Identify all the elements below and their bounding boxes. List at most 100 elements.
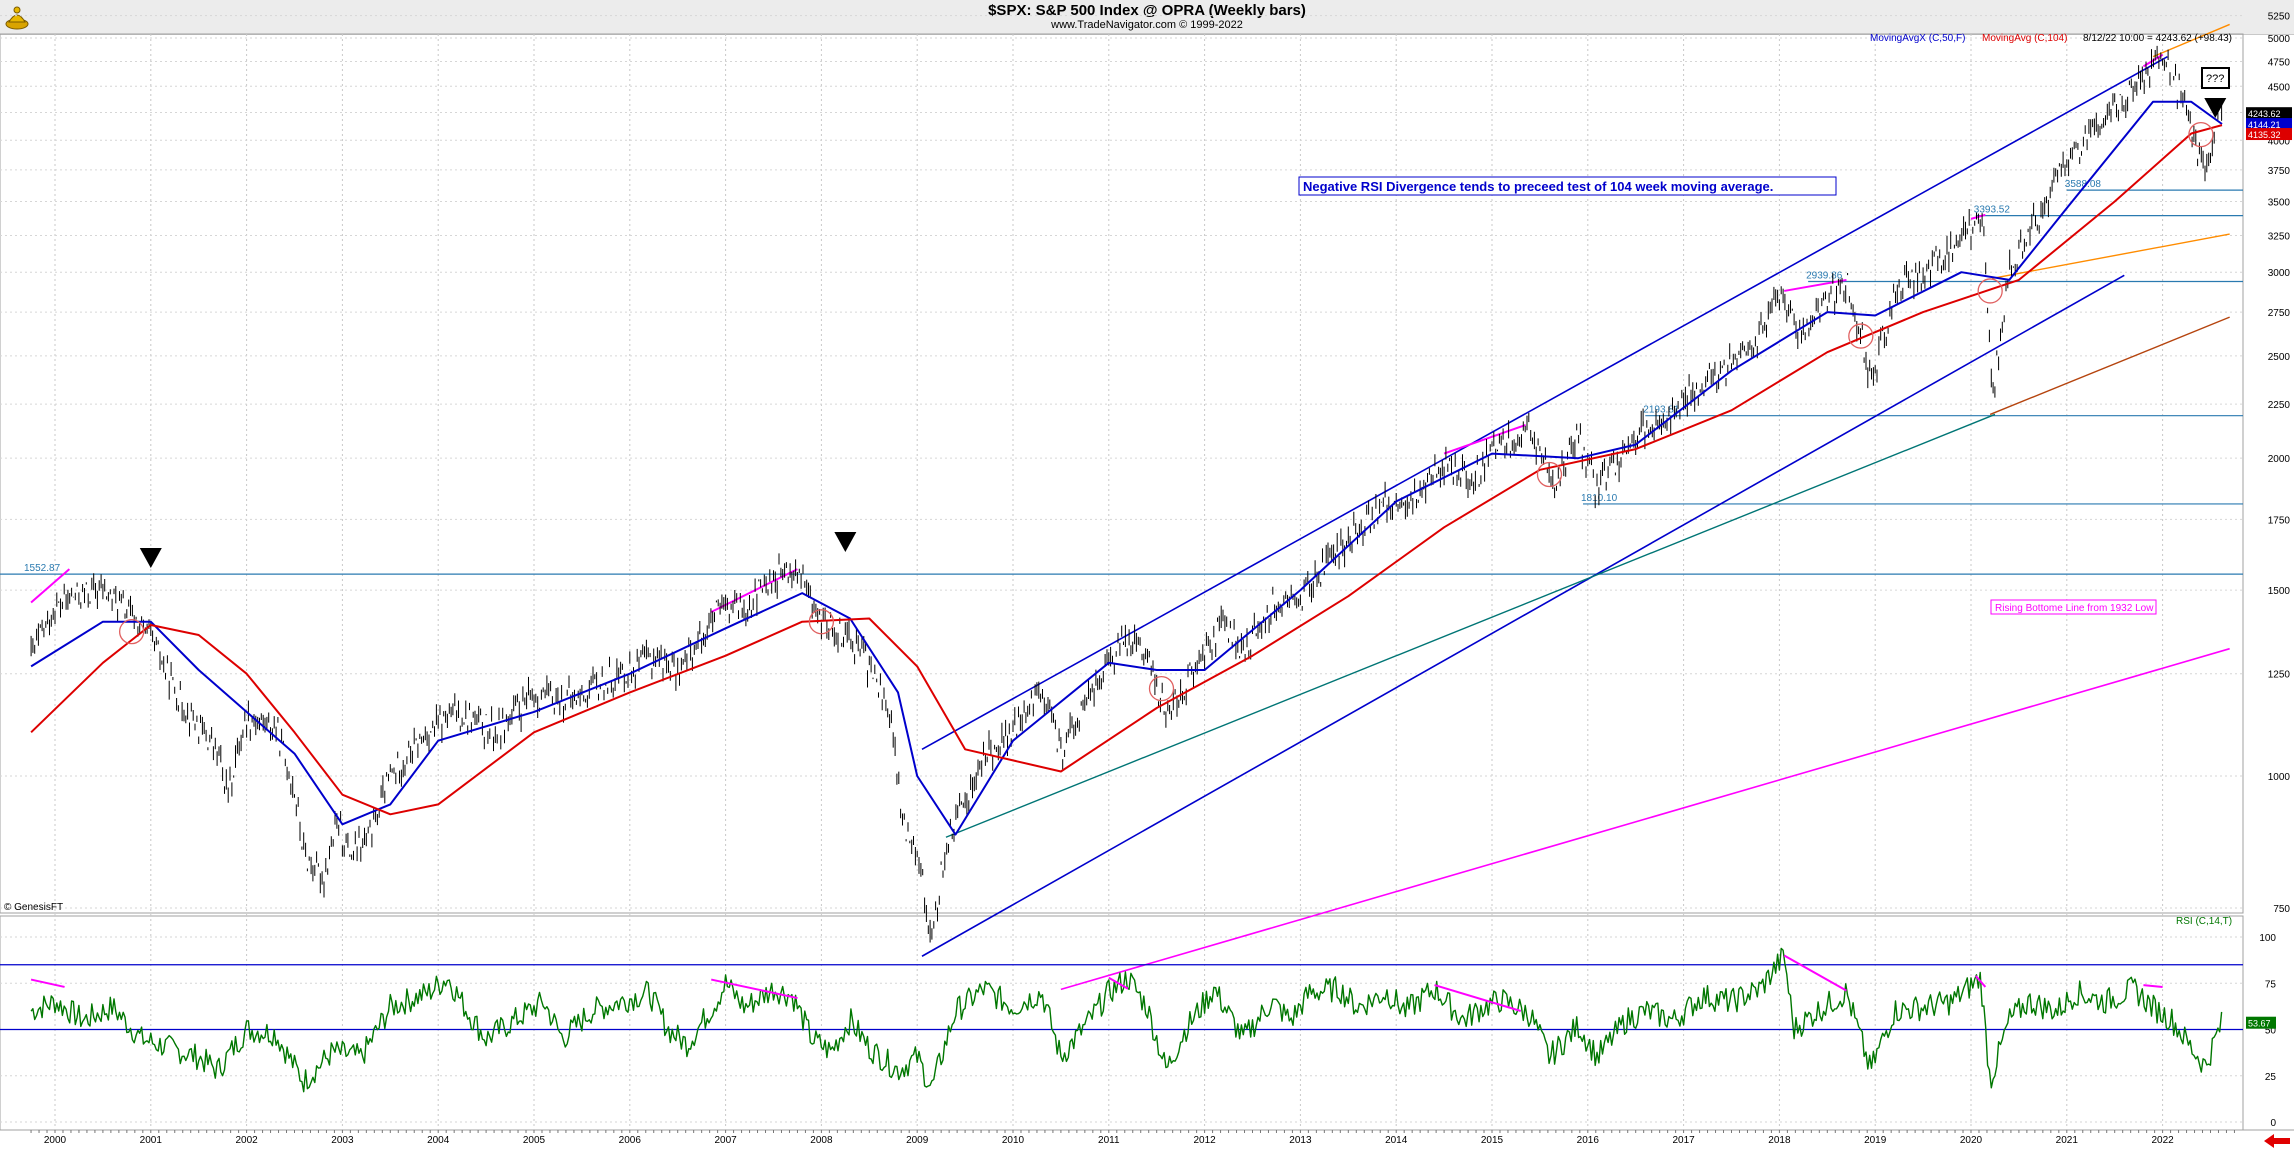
rising-line-label: Rising Bottome Line from 1932 Low xyxy=(1995,603,2154,614)
x-tick-label: 2012 xyxy=(1193,1135,1216,1146)
y-tick-label: 2250 xyxy=(2268,400,2291,411)
x-tick-label: 2013 xyxy=(1289,1135,1312,1146)
y-tick-label: 4500 xyxy=(2268,82,2291,93)
price-value-label: 4144.21 xyxy=(2248,120,2281,130)
x-tick-label: 2022 xyxy=(2151,1135,2174,1146)
x-tick-label: 2021 xyxy=(2056,1135,2079,1146)
x-tick-label: 2001 xyxy=(140,1135,163,1146)
x-tick-label: 2005 xyxy=(523,1135,546,1146)
overlay xyxy=(30,98,2227,1012)
rsi-value-label: 53.67 xyxy=(2248,1019,2271,1029)
ma50-legend: MovingAvgX (C,50,F) xyxy=(1870,33,1965,44)
y-tick-label: 5000 xyxy=(2268,34,2291,45)
x-tick-label: 2010 xyxy=(1002,1135,1025,1146)
price-divergence-line xyxy=(1443,424,1526,455)
x-tick-label: 2002 xyxy=(235,1135,258,1146)
down-arrow-icon xyxy=(834,532,857,552)
rising-support-extension xyxy=(1989,316,2230,416)
question-mark-label: ??? xyxy=(2206,73,2224,85)
support-level-label: 2939.86 xyxy=(1806,270,1843,281)
price-divergence-line xyxy=(30,568,71,604)
chart-series xyxy=(0,45,2243,1093)
y-tick-label: 1500 xyxy=(2268,586,2291,597)
x-tick-label: 2011 xyxy=(1098,1135,1120,1146)
quote-legend: 8/12/22 10:00 = 4243.62 (+98.43) xyxy=(2083,33,2232,44)
rsi-legend: RSI (C,14,T) xyxy=(2176,916,2232,927)
y-tick-label: 1250 xyxy=(2268,670,2291,681)
y-tick-label: 4750 xyxy=(2268,57,2291,68)
ma50-line xyxy=(30,100,2223,836)
grid xyxy=(0,15,2294,1131)
question-box xyxy=(2201,67,2230,89)
rising-support-line xyxy=(945,413,1996,838)
y-tick-label: 1000 xyxy=(2268,772,2291,783)
copyright-label: © GenesisFT xyxy=(4,902,63,913)
ma-test-circle xyxy=(808,609,835,635)
down-arrow-icon xyxy=(139,548,162,568)
y-tick-label: 750 xyxy=(2273,904,2290,915)
rsi-divergence-line xyxy=(1975,975,1987,988)
price-value-label: 4135.32 xyxy=(2248,130,2281,140)
y-tick-label: 5250 xyxy=(2268,12,2291,23)
genie-lamp-logo-icon[interactable] xyxy=(4,2,30,32)
rsi-tick-label: 0 xyxy=(2270,1118,2276,1129)
y-tick-label: 3000 xyxy=(2268,268,2291,279)
axes: 2000 2001 2002 2003 2004 2005 2006 2007 2008 2009… xyxy=(30,12,2292,1146)
price-value-label: 4243.62 xyxy=(2248,109,2281,119)
ma-test-circle xyxy=(118,619,145,645)
rising-line-label-box xyxy=(1990,599,2157,615)
x-tick-label: 2018 xyxy=(1768,1135,1791,1146)
ma104-legend: MovingAvg (C,104) xyxy=(1982,33,2067,44)
rsi-divergence-line xyxy=(1783,954,1847,992)
price-pane xyxy=(0,33,2244,914)
rsi-value-tag xyxy=(2246,1016,2276,1029)
price-divergence-line xyxy=(1784,278,1847,292)
rsi-divergence-line xyxy=(711,978,798,1000)
support-level-label: 1552.87 xyxy=(24,563,61,574)
rsi-tick-label: 50 xyxy=(2265,1026,2277,1037)
rsi-tick-label: 100 xyxy=(2259,933,2276,944)
support-level-label: 2193.81 xyxy=(1643,405,1680,416)
rsi-divergence-line xyxy=(2143,984,2163,988)
ma104-line xyxy=(30,124,2223,816)
trend-lines: 1552.871810.102193.812939.863393.523588.… xyxy=(0,23,2243,991)
price-value-tag xyxy=(2246,118,2292,131)
ma-test-circle xyxy=(1977,278,2003,304)
x-tick-label: 2006 xyxy=(619,1135,642,1146)
y-tick-label: 2750 xyxy=(2268,308,2291,319)
upper-channel-extension xyxy=(2152,23,2230,58)
left-arrow-icon[interactable] xyxy=(2264,1134,2290,1148)
x-tick-label: 2007 xyxy=(714,1135,737,1146)
ma-test-circle xyxy=(1148,675,1175,702)
support-level-label: 3588.08 xyxy=(2065,179,2102,190)
x-tick-label: 2016 xyxy=(1577,1135,1600,1146)
x-tick-label: 2004 xyxy=(427,1135,450,1146)
down-arrow-icon xyxy=(2204,98,2227,118)
rsi-divergence-line xyxy=(1434,984,1522,1012)
rsi-divergence-line xyxy=(30,978,65,988)
y-tick-label: 3500 xyxy=(2268,198,2291,209)
chart-subtitle: www.TradeNavigator.com © 1999-2022 xyxy=(1051,19,1243,31)
y-tick-label: 2500 xyxy=(2268,352,2291,363)
y-tick-label: 1750 xyxy=(2268,515,2291,526)
y-tick-label: 3250 xyxy=(2268,232,2291,243)
x-tick-label: 2003 xyxy=(331,1135,354,1146)
rising-bottom-line-1932 xyxy=(1060,647,2230,991)
divergence-note: Negative RSI Divergence tends to preceed… xyxy=(1303,179,1773,194)
y-tick-label: 3750 xyxy=(2268,166,2291,177)
chart-title: $SPX: S&P 500 Index @ OPRA (Weekly bars) xyxy=(988,2,1306,19)
x-tick-label: 2009 xyxy=(906,1135,929,1146)
rsi-line xyxy=(30,947,2223,1093)
x-tick-label: 2015 xyxy=(1481,1135,1504,1146)
rsi-pane xyxy=(0,915,2244,1131)
lower-channel-line xyxy=(921,274,2125,957)
lower-channel-extension xyxy=(1991,233,2230,280)
x-tick-label: 2014 xyxy=(1385,1135,1408,1146)
ma-test-circle xyxy=(1848,323,1874,349)
rsi-divergence-line xyxy=(1108,976,1129,990)
price-value-tag xyxy=(2246,128,2292,141)
price-bars xyxy=(30,45,2223,943)
x-tick-label: 2020 xyxy=(1960,1135,1983,1146)
support-level-label: 3393.52 xyxy=(1974,205,2011,216)
